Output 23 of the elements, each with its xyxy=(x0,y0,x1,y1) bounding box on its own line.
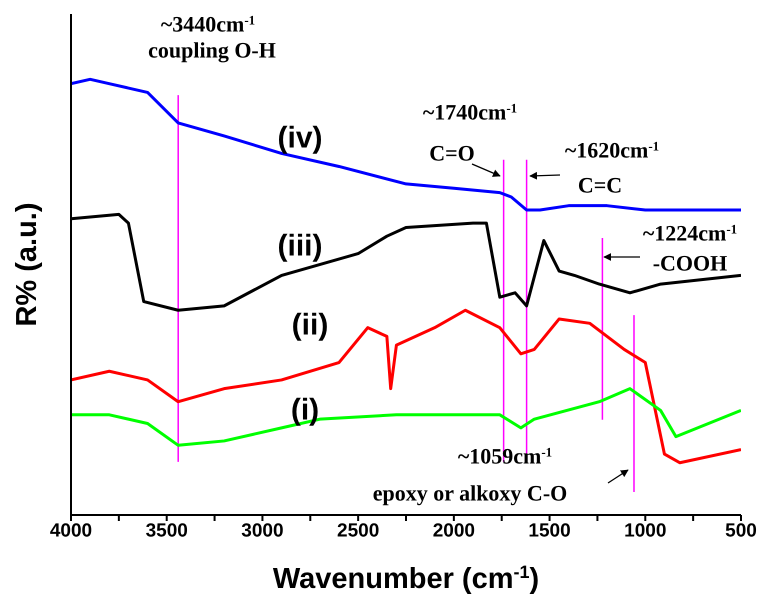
x-tick-label: 2500 xyxy=(337,520,380,542)
text: coupling O-H xyxy=(148,38,276,63)
series-label: (iv) xyxy=(278,122,322,154)
series-label: (ii) xyxy=(292,308,328,342)
text: ~3440cm$^{-1}$ xyxy=(160,12,256,37)
annotation: C=C xyxy=(578,172,622,198)
x-tick-label: 1500 xyxy=(528,520,571,542)
x-tick-label: 500 xyxy=(725,520,757,542)
series-label: (iii) xyxy=(278,230,322,262)
annotation: ~1740cm$^{-1}$ xyxy=(422,100,518,125)
x-tick-label: 4000 xyxy=(50,520,92,542)
annotation: C=O xyxy=(429,140,475,166)
series-label: (i) xyxy=(290,394,320,426)
annotation: ~1620cm$^{-1}$ xyxy=(564,138,660,163)
x-tick-label: 3500 xyxy=(146,520,188,542)
annotation: ~1224cm$^{-1}$ xyxy=(642,220,738,246)
x-tick-label: 3000 xyxy=(241,520,284,542)
x-tick-label: 1000 xyxy=(624,520,666,542)
x-axis-title: Wavenumber (cm$^{-1}$) xyxy=(272,562,540,595)
x-tick-label: 2000 xyxy=(432,520,475,542)
y-axis-title: R% (a.u.) xyxy=(11,202,43,327)
annotation: epoxy or alkoxy C-O xyxy=(372,480,568,506)
annotation: -COOH xyxy=(652,250,728,276)
